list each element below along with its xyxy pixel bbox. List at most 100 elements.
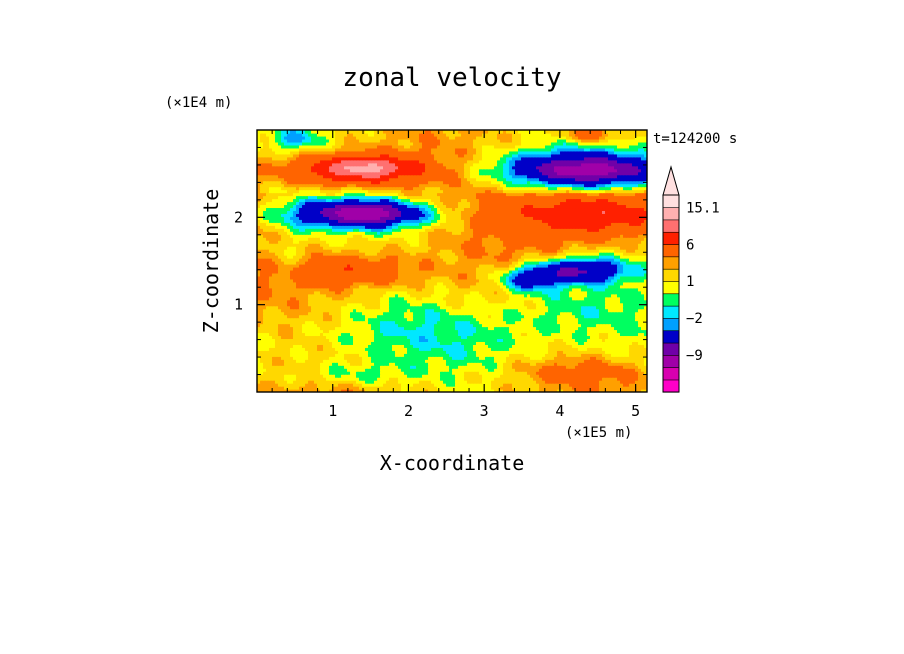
field-cell	[305, 281, 309, 286]
field-cell	[380, 347, 384, 351]
field-cell	[584, 383, 588, 387]
field-cell	[275, 284, 279, 289]
field-cell	[608, 386, 612, 390]
field-cell	[602, 347, 606, 351]
field-cell	[356, 323, 360, 328]
field-cell	[383, 332, 387, 337]
field-cell	[632, 368, 636, 372]
field-cell	[305, 371, 309, 375]
field-cell	[566, 380, 570, 384]
field-cell	[599, 311, 603, 316]
field-cell	[344, 374, 348, 378]
field-cell	[287, 278, 291, 283]
field-cell	[407, 347, 411, 351]
field-cell	[578, 353, 582, 357]
field-cell	[611, 320, 615, 325]
field-cell	[413, 359, 417, 363]
field-cell	[542, 317, 546, 322]
field-cell	[644, 308, 647, 313]
field-cell	[410, 368, 414, 372]
field-cell	[302, 302, 306, 307]
field-cell	[569, 287, 573, 292]
field-cell	[410, 308, 414, 313]
field-cell	[434, 377, 438, 381]
field-cell	[464, 326, 468, 331]
field-cell	[392, 380, 396, 384]
field-cell	[299, 296, 303, 301]
field-cell	[347, 284, 351, 289]
field-cell	[368, 371, 372, 375]
field-cell	[497, 302, 501, 307]
field-cell	[347, 380, 351, 384]
field-cell	[353, 371, 357, 375]
field-cell	[569, 302, 573, 307]
field-cell	[380, 371, 384, 375]
field-cell	[263, 332, 267, 337]
field-cell	[548, 365, 552, 369]
field-cell	[311, 386, 315, 390]
field-cell	[428, 293, 432, 298]
field-cell	[353, 374, 357, 378]
field-cell	[407, 365, 411, 369]
field-cell	[290, 302, 294, 307]
field-cell	[371, 365, 375, 369]
field-cell	[266, 359, 270, 363]
field-cell	[410, 296, 414, 301]
field-cell	[455, 302, 459, 307]
field-cell	[581, 335, 585, 340]
field-cell	[632, 383, 636, 387]
field-cell	[365, 305, 369, 310]
field-cell	[293, 287, 297, 292]
field-cell	[503, 338, 507, 342]
field-cell	[560, 386, 564, 390]
field-cell	[518, 293, 522, 298]
field-cell	[614, 350, 618, 354]
field-cell	[272, 347, 276, 351]
field-cell	[260, 299, 264, 304]
field-cell	[461, 368, 465, 372]
field-cell	[290, 356, 294, 360]
field-cell	[269, 311, 273, 316]
field-cell	[458, 311, 462, 316]
field-cell	[530, 338, 534, 342]
field-cell	[443, 293, 447, 298]
field-cell	[566, 311, 570, 316]
field-cell	[284, 275, 288, 280]
field-cell	[563, 290, 567, 295]
field-cell	[299, 371, 303, 375]
field-cell	[320, 350, 324, 354]
field-cell	[449, 359, 453, 363]
field-cell	[614, 296, 618, 301]
field-cell	[410, 389, 414, 392]
field-cell	[548, 371, 552, 375]
field-cell	[551, 302, 555, 307]
field-cell	[488, 284, 492, 289]
field-cell	[263, 389, 267, 392]
field-cell	[287, 377, 291, 381]
field-cell	[584, 365, 588, 369]
field-cell	[410, 305, 414, 310]
field-cell	[260, 389, 264, 392]
field-cell	[260, 326, 264, 331]
field-cell	[413, 380, 417, 384]
field-cell	[626, 320, 630, 325]
field-cell	[626, 323, 630, 328]
field-cell	[434, 356, 438, 360]
field-cell	[503, 317, 507, 322]
field-cell	[440, 284, 444, 289]
field-cell	[443, 317, 447, 322]
field-cell	[365, 314, 369, 319]
field-cell	[614, 278, 618, 283]
field-cell	[548, 374, 552, 378]
field-cell	[410, 284, 414, 289]
field-cell	[494, 347, 498, 351]
field-cell	[443, 290, 447, 295]
field-cell	[341, 284, 345, 289]
field-cell	[626, 347, 630, 351]
field-cell	[380, 308, 384, 313]
field-cell	[521, 350, 525, 354]
field-cell	[506, 284, 510, 289]
field-cell	[587, 386, 591, 390]
field-cell	[584, 302, 588, 307]
field-cell	[323, 329, 327, 334]
